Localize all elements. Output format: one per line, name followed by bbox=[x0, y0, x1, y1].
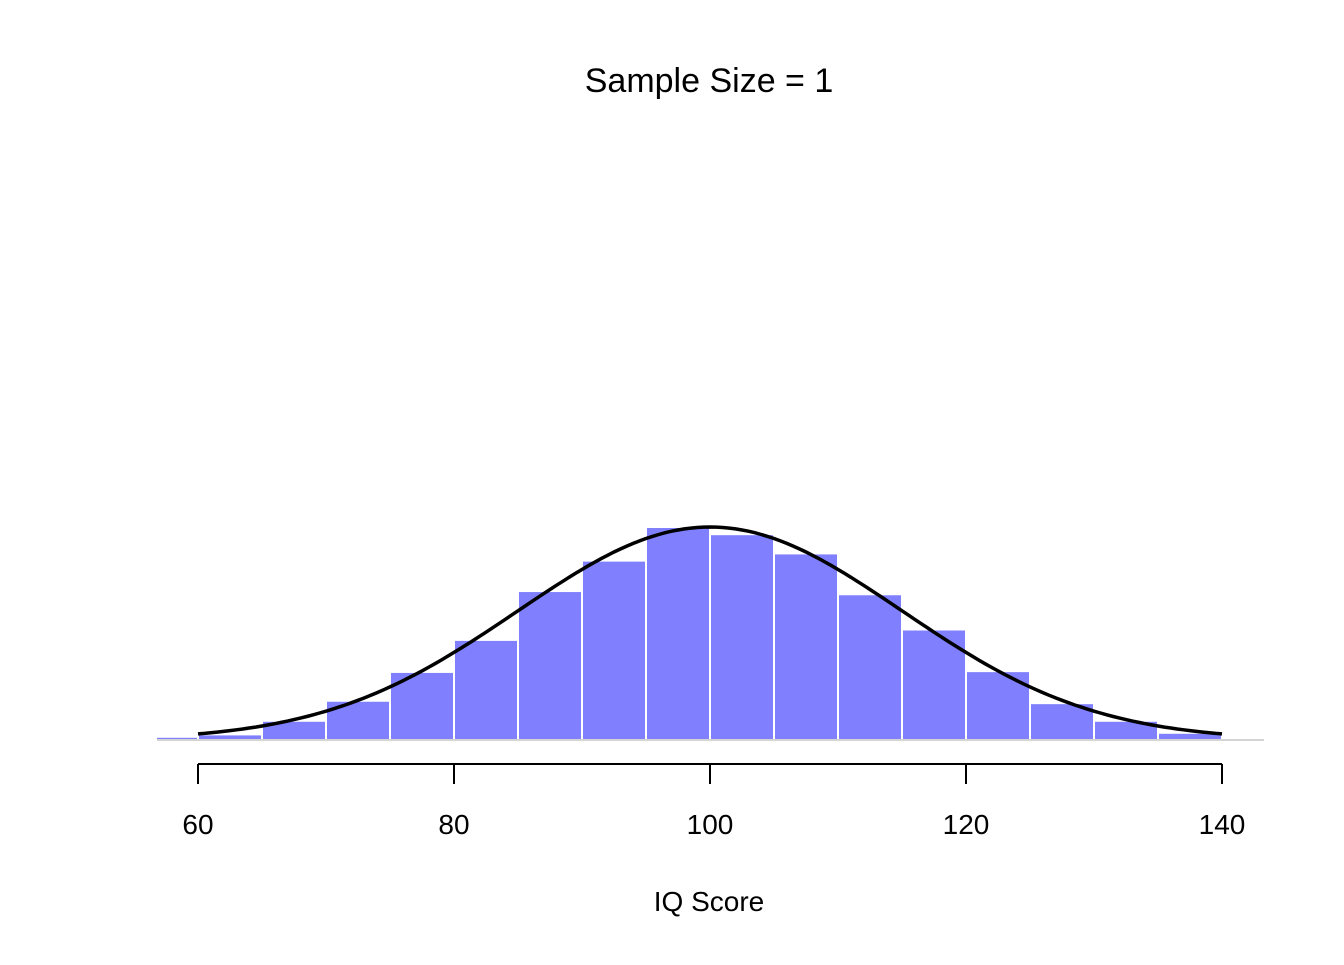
x-tick-label: 60 bbox=[182, 809, 213, 840]
x-tick-label: 120 bbox=[943, 809, 990, 840]
x-axis-label: IQ Score bbox=[654, 886, 764, 917]
histogram-bar bbox=[709, 533, 775, 741]
bars bbox=[157, 525, 1264, 741]
histogram-bar bbox=[645, 525, 711, 741]
histogram-bar bbox=[453, 638, 519, 741]
histogram-bar bbox=[517, 590, 583, 741]
histogram-bar bbox=[837, 593, 903, 741]
x-tick-label: 80 bbox=[438, 809, 469, 840]
x-axis: 60 80 100 120 140 bbox=[182, 763, 1246, 840]
histogram-bar bbox=[197, 733, 263, 741]
normal-curve bbox=[197, 525, 1223, 736]
chart-title: Sample Size = 1 bbox=[585, 62, 834, 100]
x-tick-label: 100 bbox=[687, 809, 734, 840]
histogram-bar bbox=[581, 559, 647, 741]
x-tick-label: 140 bbox=[1199, 809, 1246, 840]
histogram-bar bbox=[773, 552, 839, 741]
